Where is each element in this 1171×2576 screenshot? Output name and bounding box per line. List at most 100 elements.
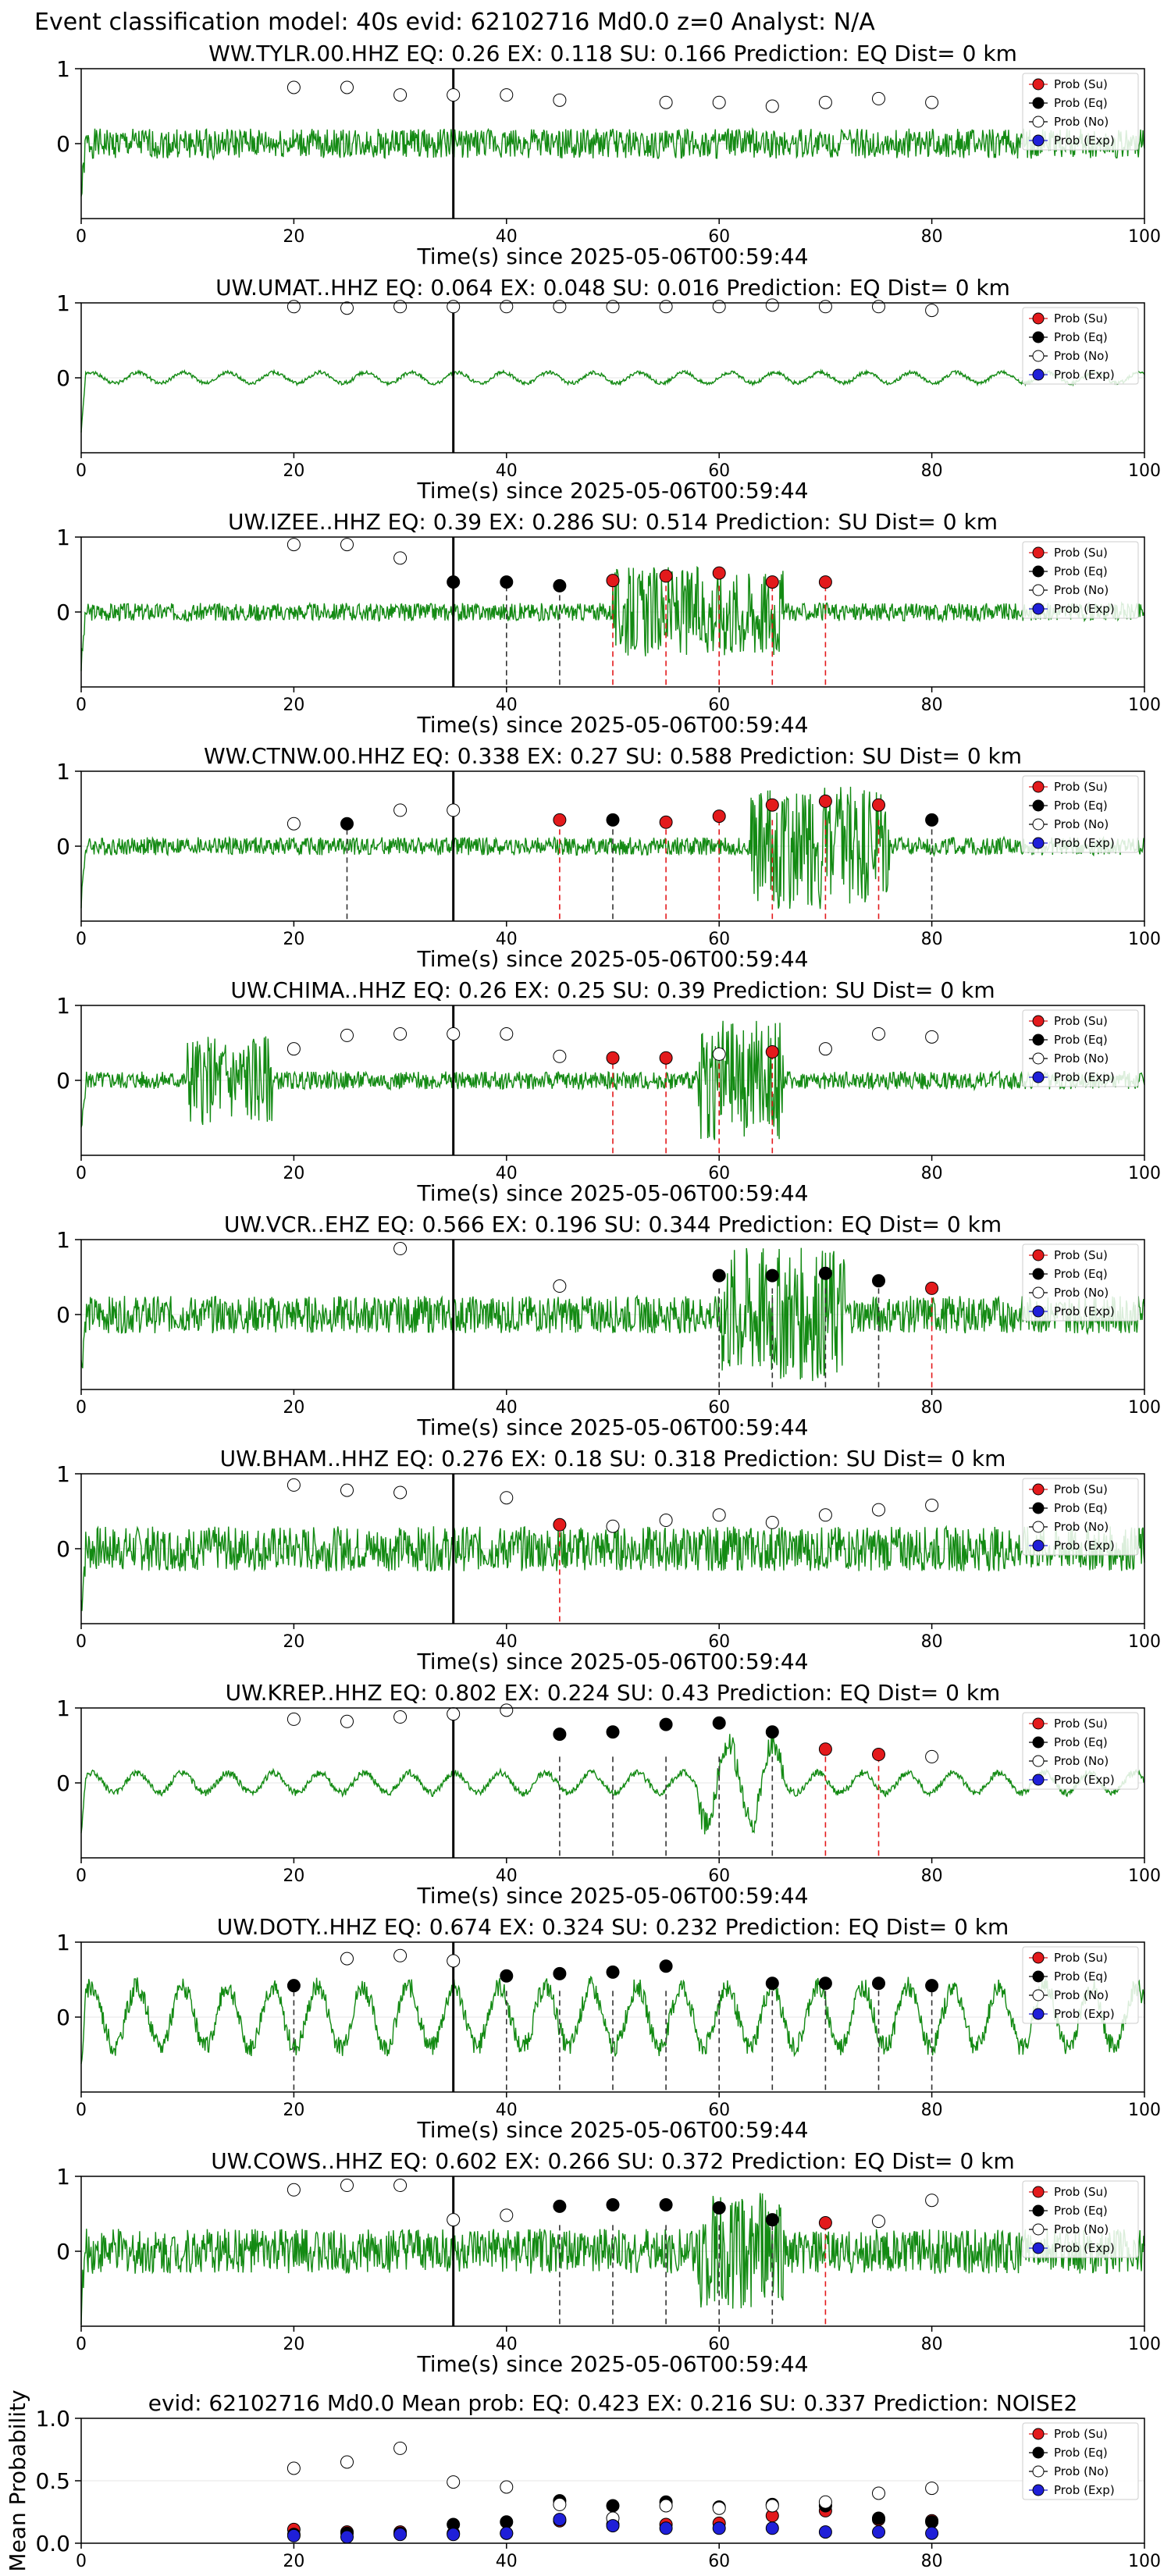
panel-0-prob-point-11: [925, 95, 939, 109]
panel-8: UW.DOTY..HHZ EQ: 0.674 EX: 0.324 SU: 0.2…: [56, 1914, 1161, 2143]
panel-2-xtick-label-4: 80: [921, 696, 943, 715]
panel-6-waveform: [80, 1525, 1145, 1611]
panel-10-xtick-label-1: 20: [283, 2552, 304, 2571]
panel-2-prob-point-9: [765, 575, 779, 589]
panel-8-legend-marker-eq: [1032, 1970, 1045, 1983]
panel-5-legend-marker-exp: [1032, 1305, 1045, 1318]
panel-8-title: UW.DOTY..HHZ EQ: 0.674 EX: 0.324 SU: 0.2…: [217, 1914, 1009, 1940]
panel-8-prob-point-6: [606, 1965, 620, 1979]
panel-3-prob-point-8: [765, 798, 779, 812]
panel-9-xtick-label-4: 80: [921, 2335, 943, 2354]
panel-7-prob-point-7: [659, 1717, 673, 1731]
panel-10-series-exp-point-1: [340, 2530, 354, 2544]
panel-5-legend-label-eq: Prob (Eq): [1054, 1267, 1108, 1281]
panel-1-prob-point-12: [925, 304, 939, 318]
panel-4-legend-marker-no: [1032, 1052, 1045, 1065]
panel-9-ytick-label-1: 0: [56, 2239, 70, 2265]
panel-5-prob-point-0: [393, 1242, 408, 1256]
panel-5-prob-point-2: [712, 1268, 726, 1283]
panel-6-legend-marker-eq: [1032, 1502, 1045, 1514]
panel-3-legend-box: [1022, 775, 1139, 853]
panel-1-xtick-label-4: 80: [921, 461, 943, 481]
panel-4-prob-point-4: [500, 1026, 514, 1041]
panel-0-legend-marker-no: [1032, 116, 1045, 128]
panel-6-prob-point-11: [925, 1498, 939, 1512]
panel-6-legend-label-su: Prob (Su): [1054, 1482, 1108, 1496]
panel-6-prob-point-0: [287, 1478, 301, 1492]
panel-1-prob-point-3: [447, 300, 461, 314]
panel-6-legend-label-no: Prob (No): [1054, 1520, 1109, 1534]
panel-4-prob-point-12: [925, 1030, 939, 1044]
panel-1-legend-label-su: Prob (Su): [1054, 311, 1108, 326]
panel-3-prob-point-3: [447, 803, 461, 817]
panel-6: UW.BHAM..HHZ EQ: 0.276 EX: 0.18 SU: 0.31…: [56, 1446, 1161, 1674]
panel-7-legend-marker-eq: [1032, 1736, 1045, 1749]
panel-9-legend-label-no: Prob (No): [1054, 2222, 1109, 2236]
panel-10-legend-label-su: Prob (Su): [1054, 2427, 1108, 2441]
panel-1-xtick-label-3: 60: [708, 461, 730, 481]
panel-10-series-no-point-8: [712, 2501, 726, 2515]
panel-1-xtick-label-0: 0: [76, 461, 87, 481]
panel-3-prob-point-5: [606, 813, 620, 827]
panel-9-prob-point-9: [765, 2213, 779, 2227]
panel-7-xtick-label-1: 20: [283, 1866, 304, 1886]
panel-1-prob-point-6: [606, 300, 620, 314]
panel-5-legend-box: [1022, 1244, 1139, 1322]
panels-group: WW.TYLR.00.HHZ EQ: 0.26 EX: 0.118 SU: 0.…: [5, 41, 1161, 2572]
panel-8-xtick-label-0: 0: [76, 2101, 87, 2120]
panel-7-legend-label-exp: Prob (Exp): [1054, 1773, 1115, 1787]
figure-title: Event classification model: 40s evid: 62…: [34, 9, 875, 36]
panel-2-prob-point-2: [393, 551, 408, 565]
panel-3-ytick-label-0: 1: [56, 759, 70, 785]
panel-9-prob-point-3: [447, 2213, 461, 2227]
panel-4-prob-point-5: [553, 1049, 567, 1063]
panel-3-prob-point-6: [659, 815, 673, 829]
panel-10-series-exp-point-10: [818, 2525, 832, 2539]
panel-4-prob-point-3: [447, 1026, 461, 1041]
panel-10-series-exp-point-5: [553, 2513, 567, 2527]
panel-1-prob-point-10: [818, 300, 832, 314]
panel-2: UW.IZEE..HHZ EQ: 0.39 EX: 0.286 SU: 0.51…: [56, 509, 1161, 738]
panel-4-prob-point-10: [818, 1042, 832, 1056]
panel-10: evid: 62102716 Md0.0 Mean prob: EQ: 0.42…: [5, 2389, 1161, 2571]
panel-10-xtick-label-5: 100: [1128, 2552, 1161, 2571]
panel-4-xtick-label-0: 0: [76, 1164, 87, 1183]
panel-0-prob-point-6: [659, 95, 673, 109]
panel-8-legend-marker-su: [1032, 1952, 1045, 1964]
panel-4-waveform: [80, 1020, 1145, 1140]
panel-1-xlabel: Time(s) since 2025-05-06T00:59:44: [416, 478, 808, 503]
panel-6-xtick-label-4: 80: [921, 1632, 943, 1652]
panel-3-prob-point-2: [393, 803, 408, 817]
panel-2-legend-box: [1022, 541, 1139, 619]
panel-7-legend-label-no: Prob (No): [1054, 1754, 1109, 1768]
panel-0-prob-point-1: [340, 80, 354, 94]
panel-10-series-exp-point-9: [765, 2521, 779, 2535]
panel-2-title: UW.IZEE..HHZ EQ: 0.39 EX: 0.286 SU: 0.51…: [228, 509, 998, 535]
panel-2-legend-marker-no: [1032, 584, 1045, 596]
panel-3-xtick-label-1: 20: [283, 930, 304, 949]
panel-6-xtick-label-5: 100: [1128, 1632, 1161, 1652]
panel-9-legend-label-su: Prob (Su): [1054, 2185, 1108, 2199]
panel-7-prob-point-5: [553, 1727, 567, 1742]
panel-6-title: UW.BHAM..HHZ EQ: 0.276 EX: 0.18 SU: 0.31…: [220, 1446, 1006, 1471]
panel-8-ytick-label-0: 1: [56, 1930, 70, 1955]
panel-10-series-eq-point-4: [500, 2515, 514, 2529]
panel-7-ytick-label-1: 0: [56, 1770, 70, 1796]
panel-9-legend-marker-exp: [1032, 2242, 1045, 2254]
panel-5-xtick-label-2: 40: [496, 1398, 518, 1418]
panel-6-ytick-label-1: 0: [56, 1536, 70, 1562]
panel-5-prob-point-5: [872, 1274, 885, 1288]
panel-6-prob-point-4: [553, 1517, 567, 1532]
panel-10-series-no-point-5: [553, 2497, 567, 2511]
panel-4-prob-point-1: [340, 1028, 354, 1042]
panel-4-xtick-label-5: 100: [1128, 1164, 1161, 1183]
panel-10-series-no-point-0: [287, 2461, 301, 2475]
panel-7-prob-point-2: [393, 1710, 408, 1724]
panel-8-xtick-label-2: 40: [496, 2101, 518, 2120]
panel-5-xtick-label-4: 80: [921, 1398, 943, 1418]
panel-10-title: evid: 62102716 Md0.0 Mean prob: EQ: 0.42…: [148, 2390, 1078, 2416]
panel-2-legend-label-eq: Prob (Eq): [1054, 564, 1108, 578]
panel-6-legend-box: [1022, 1478, 1139, 1556]
panel-1: UW.UMAT..HHZ EQ: 0.064 EX: 0.048 SU: 0.0…: [56, 275, 1161, 503]
panel-6-xtick-label-1: 20: [283, 1632, 304, 1652]
